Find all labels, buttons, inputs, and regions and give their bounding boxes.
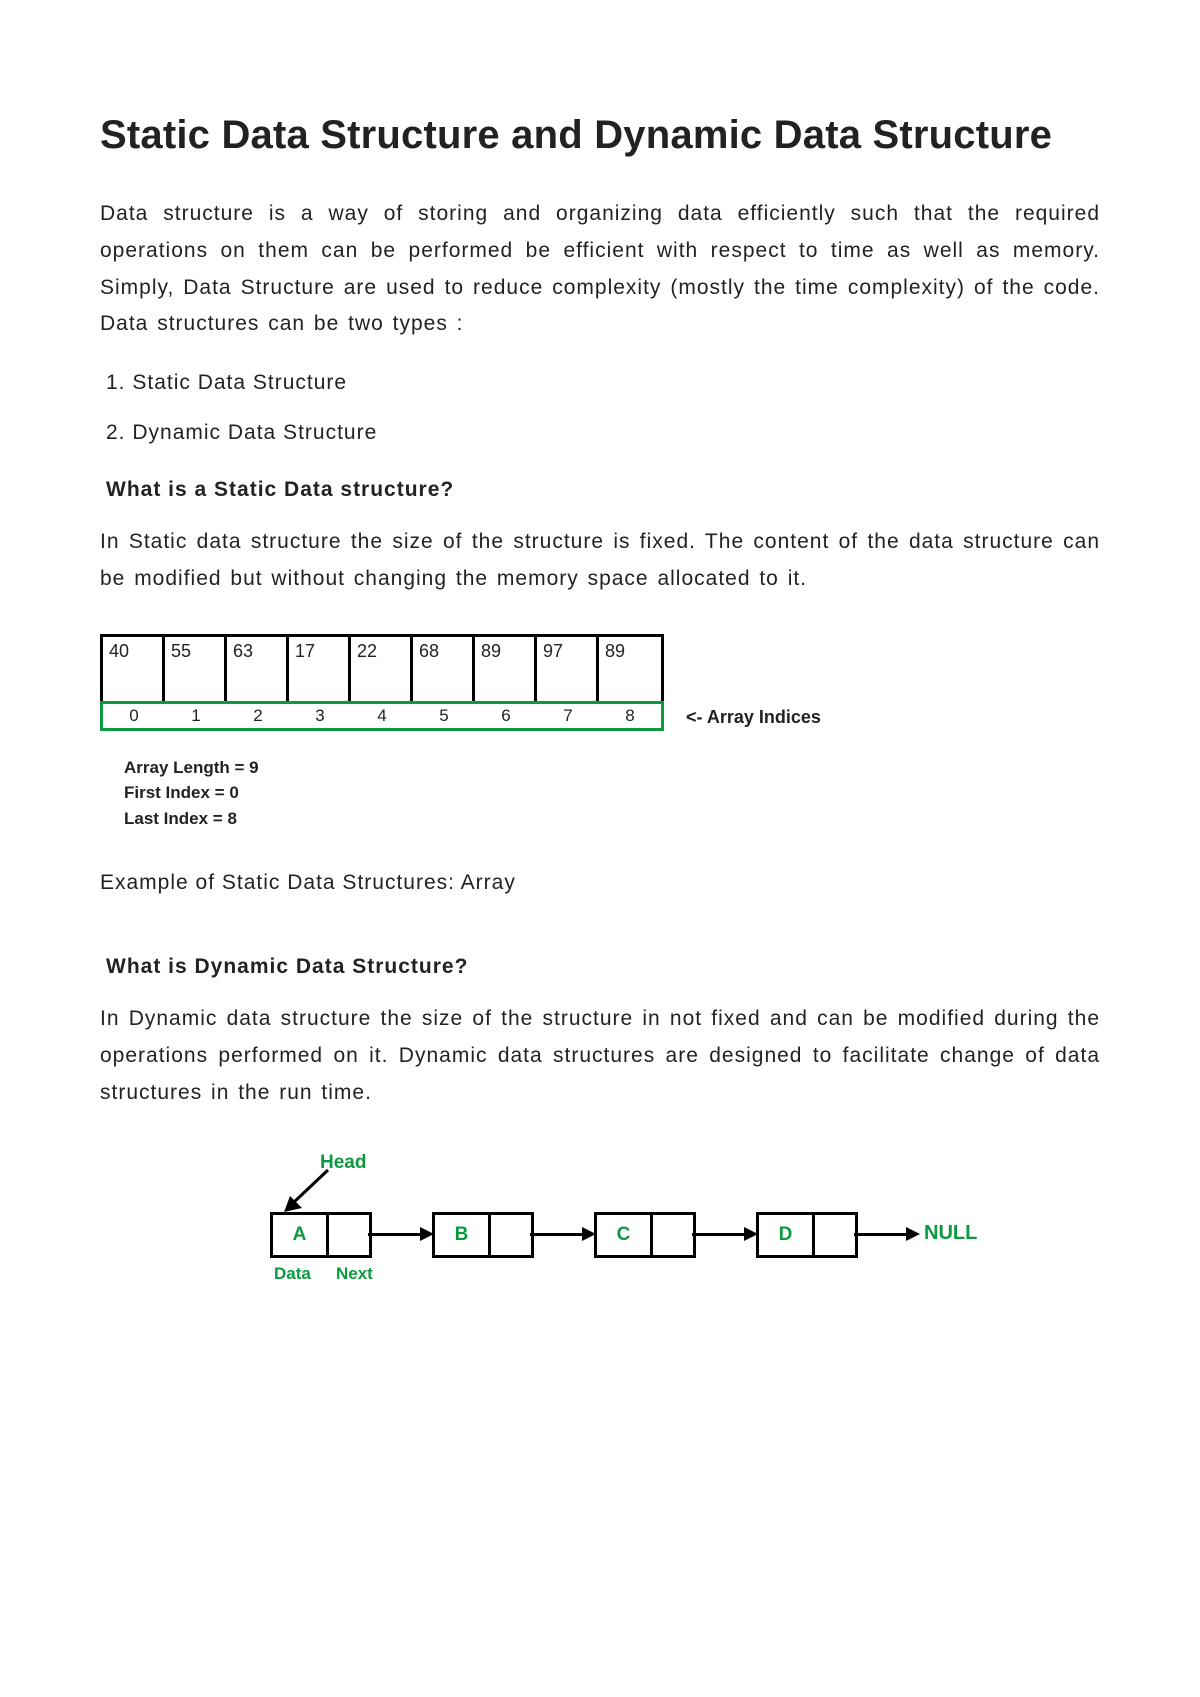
array-meta: Array Length = 9 First Index = 0 Last In… xyxy=(124,755,1100,832)
array-values-row: 40 55 63 17 22 68 89 97 89 xyxy=(100,634,664,704)
array-index: 4 xyxy=(351,704,413,728)
array-index: 1 xyxy=(165,704,227,728)
array-cell: 97 xyxy=(537,637,599,701)
array-index: 6 xyxy=(475,704,537,728)
static-example: Example of Static Data Structures: Array xyxy=(100,871,1100,895)
array-index: 8 xyxy=(599,704,661,728)
ll-node-data: C xyxy=(597,1215,653,1255)
array-length: Array Length = 9 xyxy=(124,755,1100,781)
type-item-1: 1. Static Data Structure xyxy=(106,365,1100,401)
type-item-2: 2. Dynamic Data Structure xyxy=(106,415,1100,451)
types-list: 1. Static Data Structure 2. Dynamic Data… xyxy=(106,365,1100,450)
ll-node-b: B xyxy=(432,1212,534,1258)
ll-node-c: C xyxy=(594,1212,696,1258)
ll-arrow-head-icon xyxy=(906,1227,920,1241)
ll-node-next xyxy=(653,1215,693,1255)
ll-node-next xyxy=(815,1215,855,1255)
dynamic-heading: What is Dynamic Data Structure? xyxy=(106,955,1100,979)
ll-node-next xyxy=(491,1215,531,1255)
ll-node-data: A xyxy=(273,1215,329,1255)
array-index: 7 xyxy=(537,704,599,728)
dynamic-body: In Dynamic data structure the size of th… xyxy=(100,1001,1100,1111)
next-sublabel: Next xyxy=(336,1264,373,1284)
array-last-index: Last Index = 8 xyxy=(124,806,1100,832)
array-index: 5 xyxy=(413,704,475,728)
ll-arrow xyxy=(368,1233,422,1236)
ll-arrow xyxy=(692,1233,746,1236)
page-title: Static Data Structure and Dynamic Data S… xyxy=(100,110,1100,160)
ll-arrow xyxy=(854,1233,908,1236)
array-first-index: First Index = 0 xyxy=(124,780,1100,806)
intro-paragraph: Data structure is a way of storing and o… xyxy=(100,196,1100,343)
array-indices-label: <- Array Indices xyxy=(686,707,821,728)
ll-node-d: D xyxy=(756,1212,858,1258)
null-label: NULL xyxy=(924,1222,977,1245)
array-cell: 40 xyxy=(103,637,165,701)
static-heading: What is a Static Data structure? xyxy=(106,478,1100,502)
array-cell: 89 xyxy=(475,637,537,701)
linked-list-diagram: Head A B C D NULL Data Next xyxy=(200,1152,1020,1322)
array-index: 2 xyxy=(227,704,289,728)
ll-node-data: D xyxy=(759,1215,815,1255)
ll-node-next xyxy=(329,1215,369,1255)
array-cell: 22 xyxy=(351,637,413,701)
array-index: 0 xyxy=(103,704,165,728)
array-cell: 17 xyxy=(289,637,351,701)
array-index: 3 xyxy=(289,704,351,728)
array-cell: 63 xyxy=(227,637,289,701)
array-diagram: 40 55 63 17 22 68 89 97 89 0 1 2 3 4 5 6… xyxy=(100,634,1100,832)
static-body: In Static data structure the size of the… xyxy=(100,524,1100,598)
data-sublabel: Data xyxy=(274,1264,311,1284)
ll-node-a: A xyxy=(270,1212,372,1258)
array-indices-row: 0 1 2 3 4 5 6 7 8 xyxy=(100,701,664,731)
array-cell: 89 xyxy=(599,637,661,701)
ll-node-data: B xyxy=(435,1215,491,1255)
ll-arrow xyxy=(530,1233,584,1236)
head-arrow-icon xyxy=(280,1164,340,1214)
array-cell: 68 xyxy=(413,637,475,701)
array-cell: 55 xyxy=(165,637,227,701)
